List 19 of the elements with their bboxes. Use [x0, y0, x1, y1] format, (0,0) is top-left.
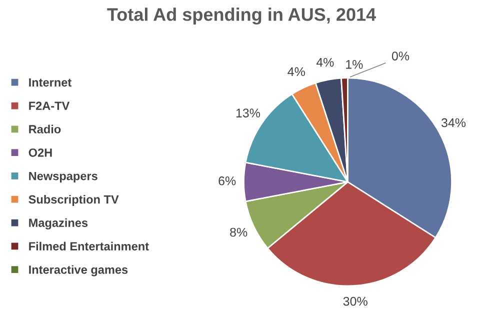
- legend-label: Newspapers: [29, 172, 98, 183]
- legend-label: F2A-TV: [29, 102, 70, 110]
- chart-title: Total Ad spending in AUS, 2014: [107, 8, 376, 25]
- legend-label: Filmed Entertainment: [29, 242, 149, 250]
- data-label: 30%: [343, 296, 368, 306]
- data-label: 6%: [218, 176, 236, 186]
- data-label: 8%: [230, 228, 248, 237]
- legend-label: Interactive games: [29, 265, 128, 276]
- legend-label: Radio: [29, 124, 61, 134]
- data-label: 4%: [316, 58, 334, 67]
- legend-label: Magazines: [29, 218, 88, 230]
- legend-label: Subscription TV: [28, 194, 119, 206]
- data-label: 13%: [236, 108, 260, 118]
- data-label: 4%: [288, 67, 305, 76]
- legend-label: Internet: [29, 78, 72, 87]
- data-label: 34%: [441, 118, 466, 128]
- data-label: 1%: [346, 60, 363, 69]
- legend-label: O2H: [28, 148, 52, 157]
- text: 0%: [392, 52, 410, 60]
